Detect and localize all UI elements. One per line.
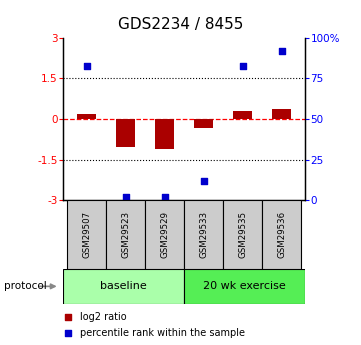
Bar <box>184 200 223 269</box>
Bar <box>262 200 301 269</box>
Text: log2 ratio: log2 ratio <box>80 312 127 322</box>
Point <box>279 48 284 54</box>
Text: percentile rank within the sample: percentile rank within the sample <box>80 328 245 338</box>
Text: GSM29536: GSM29536 <box>277 211 286 258</box>
Bar <box>223 200 262 269</box>
Text: 20 wk exercise: 20 wk exercise <box>203 282 286 291</box>
Bar <box>194 119 213 128</box>
Bar <box>233 111 252 119</box>
Bar <box>77 114 96 119</box>
Bar <box>155 119 174 149</box>
Bar <box>272 109 291 119</box>
Text: GSM29523: GSM29523 <box>121 211 130 258</box>
Point <box>84 63 90 68</box>
Bar <box>106 200 145 269</box>
Text: baseline: baseline <box>100 282 147 291</box>
Point <box>65 314 71 319</box>
Text: GSM29533: GSM29533 <box>199 211 208 258</box>
Point <box>240 63 245 68</box>
Bar <box>67 200 106 269</box>
Point <box>65 330 71 336</box>
Bar <box>184 269 305 304</box>
Point <box>201 178 206 184</box>
Bar <box>63 269 184 304</box>
Text: GSM29529: GSM29529 <box>160 211 169 258</box>
Point <box>162 194 168 200</box>
Text: GSM29507: GSM29507 <box>82 211 91 258</box>
Text: protocol: protocol <box>4 282 46 291</box>
Text: GSM29535: GSM29535 <box>238 211 247 258</box>
Text: GDS2234 / 8455: GDS2234 / 8455 <box>118 17 243 32</box>
Bar <box>116 119 135 147</box>
Point <box>123 194 129 200</box>
Bar <box>145 200 184 269</box>
